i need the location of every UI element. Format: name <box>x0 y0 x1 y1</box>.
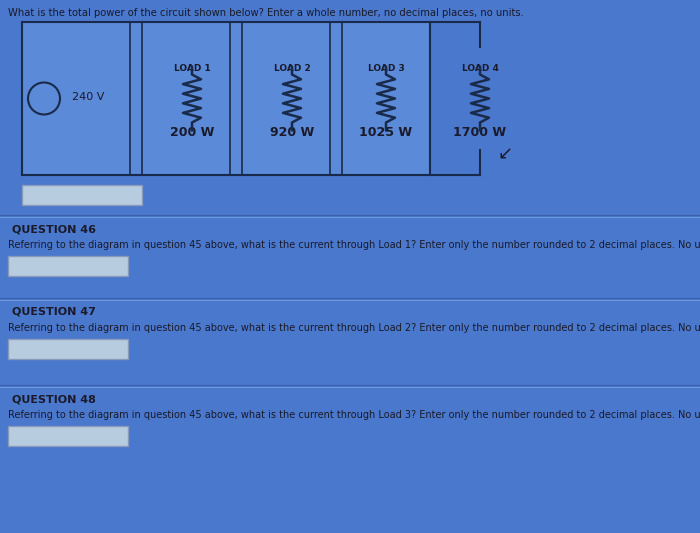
Text: 240 V: 240 V <box>72 92 104 101</box>
Bar <box>8 339 128 359</box>
Text: What is the total power of the circuit shown below? Enter a whole number, no dec: What is the total power of the circuit s… <box>8 8 524 18</box>
Text: LOAD 1: LOAD 1 <box>174 64 211 73</box>
Text: Referring to the diagram in question 45 above, what is the current through Load : Referring to the diagram in question 45 … <box>8 240 700 250</box>
Text: QUESTION 46: QUESTION 46 <box>12 224 96 234</box>
Text: ↙: ↙ <box>498 146 512 164</box>
Text: LOAD 2: LOAD 2 <box>274 64 310 73</box>
Text: 1700 W: 1700 W <box>454 126 507 139</box>
Text: LOAD 4: LOAD 4 <box>461 64 498 73</box>
Bar <box>8 256 128 276</box>
Text: 200 W: 200 W <box>170 126 214 139</box>
Text: 920 W: 920 W <box>270 126 314 139</box>
Text: Referring to the diagram in question 45 above, what is the current through Load : Referring to the diagram in question 45 … <box>8 323 700 333</box>
Bar <box>8 426 128 446</box>
Text: Referring to the diagram in question 45 above, what is the current through Load : Referring to the diagram in question 45 … <box>8 410 700 420</box>
Text: QUESTION 48: QUESTION 48 <box>12 394 96 404</box>
Bar <box>22 22 430 175</box>
Bar <box>22 185 142 205</box>
Text: LOAD 3: LOAD 3 <box>368 64 405 73</box>
Text: 1025 W: 1025 W <box>359 126 412 139</box>
Text: QUESTION 47: QUESTION 47 <box>12 307 96 317</box>
